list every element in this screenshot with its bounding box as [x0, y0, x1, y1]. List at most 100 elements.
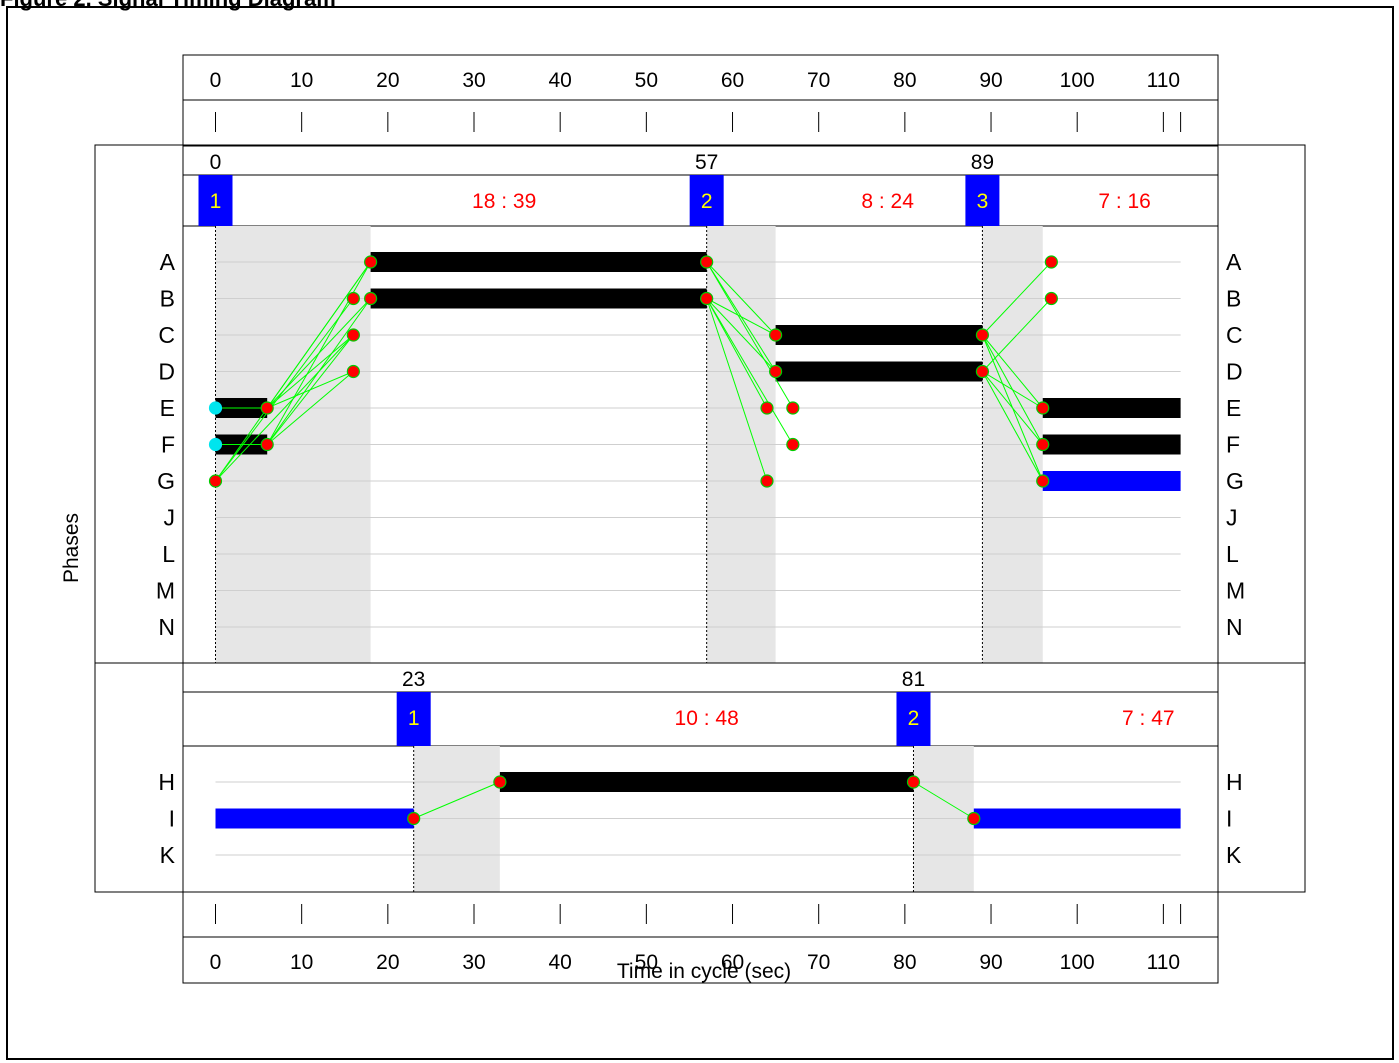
- stage-number-box: [689, 175, 724, 226]
- transition-link: [706, 298, 768, 482]
- phase-start-node: [208, 401, 223, 415]
- transition-link: [982, 298, 1052, 372]
- phase-change-node: [346, 291, 360, 306]
- phase-change-node: [260, 437, 274, 452]
- axis-tick-label: 60: [721, 69, 744, 92]
- stage-number: 3: [977, 190, 989, 213]
- phase-label-left: E: [160, 395, 175, 421]
- stage-number: 1: [408, 707, 420, 730]
- phase-change-node: [364, 255, 378, 269]
- bottom-time-axis: 0 10 20 30 40 50 60 70 80 90 100 110: [182, 891, 1219, 984]
- stage-start-label: 23: [402, 668, 425, 691]
- axis-tick-label: 40: [549, 951, 572, 974]
- axis-tick-label: 40: [549, 69, 572, 92]
- green-phase-bar: [1042, 434, 1181, 455]
- transition-link: [913, 781, 975, 819]
- phase-change-node: [346, 328, 360, 342]
- axis-tick-label: 50: [635, 69, 658, 92]
- phase-label-right: N: [1226, 614, 1243, 640]
- phase-change-node: [975, 364, 990, 379]
- axis-tick-label: 10: [290, 951, 313, 974]
- phase-label-left: M: [156, 578, 175, 604]
- axis-tick-label: 110: [1147, 951, 1180, 974]
- protected-phase-bar: [973, 808, 1181, 829]
- phase-label-right: E: [1226, 395, 1241, 421]
- axis-tick-label: 0: [210, 69, 222, 92]
- phase-label-right: G: [1226, 468, 1244, 494]
- phase-label-left: C: [158, 322, 175, 348]
- transition-link: [266, 261, 372, 409]
- phase-label-left: F: [161, 432, 175, 458]
- green-phase-bar: [370, 252, 707, 272]
- stage-number-box: [965, 175, 1000, 226]
- transition-link: [266, 334, 354, 409]
- transition-link: [706, 261, 776, 336]
- phase-start-node: [208, 437, 223, 452]
- transition-link: [982, 371, 1043, 409]
- phase-label-right: J: [1226, 505, 1238, 531]
- transition-link: [981, 371, 1044, 482]
- stage-number-box: [396, 692, 431, 746]
- green-phase-bar: [499, 772, 914, 792]
- phase-change-node: [260, 401, 274, 415]
- phase-change-node: [760, 401, 774, 415]
- phase-label-left: B: [160, 286, 175, 312]
- stage-start-label: 0: [210, 151, 222, 174]
- phase-change-node: [1044, 255, 1058, 269]
- phase-change-node: [1036, 437, 1050, 452]
- axis-tick-label: 30: [462, 951, 485, 974]
- phase-change-node: [700, 291, 714, 306]
- axis-tick-label: 80: [893, 69, 916, 92]
- page-title: Figure 2. Signal Timing Diagram: [0, 0, 336, 12]
- stage-duration: 10 : 48: [675, 707, 739, 730]
- phase-label-right: M: [1226, 578, 1245, 604]
- phase-label-left: K: [160, 842, 176, 868]
- green-phase-bar: [370, 288, 707, 309]
- axis-tick-label: 100: [1060, 69, 1095, 92]
- stage-duration: 8 : 24: [861, 190, 914, 213]
- transition-link: [706, 261, 794, 409]
- phase-label-left: J: [164, 505, 176, 531]
- phase-change-node: [208, 474, 223, 488]
- transition-link: [266, 334, 354, 445]
- axis-tick-label: 110: [1147, 69, 1180, 92]
- axis-tick-label: 30: [462, 69, 485, 92]
- phase-label-right: F: [1226, 432, 1240, 458]
- stage-number-box: [198, 175, 233, 226]
- y-axis-label: Phases: [60, 513, 83, 583]
- stage-duration: 7 : 47: [1122, 707, 1175, 730]
- phase-change-node: [1036, 474, 1050, 488]
- phase-change-node: [1044, 291, 1058, 306]
- phase-label-right: C: [1226, 322, 1243, 348]
- phase-change-node: [786, 437, 800, 452]
- phase-label-right: B: [1226, 286, 1241, 312]
- green-phase-bar: [1042, 398, 1181, 418]
- axis-tick-label: 0: [210, 951, 222, 974]
- phase-label-left: D: [158, 359, 175, 385]
- phase-label-right: H: [1226, 769, 1243, 795]
- phase-change-node: [967, 811, 981, 826]
- stage-number: 2: [701, 190, 713, 213]
- protected-phase-bar: [215, 808, 414, 829]
- phase-change-node: [906, 775, 921, 789]
- transition-link: [982, 261, 1052, 336]
- phase-change-node: [769, 364, 783, 379]
- stage-duration: 18 : 39: [472, 190, 536, 213]
- transition-link: [266, 298, 372, 445]
- stage-number: 1: [210, 190, 222, 213]
- axis-tick-label: 20: [376, 951, 399, 974]
- axis-tick-label: 70: [807, 69, 830, 92]
- phase-label-left: H: [158, 769, 175, 795]
- x-axis-label: Time in cycle (sec): [617, 960, 791, 983]
- phase-label-right: D: [1226, 359, 1243, 385]
- transition-link: [982, 371, 1044, 445]
- phase-change-node: [975, 328, 990, 342]
- outer-frame: [6, 6, 1394, 1060]
- phase-change-node: [769, 328, 783, 342]
- stage-start-label: 57: [695, 151, 718, 174]
- phase-label-right: I: [1226, 806, 1232, 832]
- phase-change-node: [407, 811, 421, 826]
- phase-label-right: L: [1226, 541, 1239, 567]
- transition-link: [706, 298, 794, 445]
